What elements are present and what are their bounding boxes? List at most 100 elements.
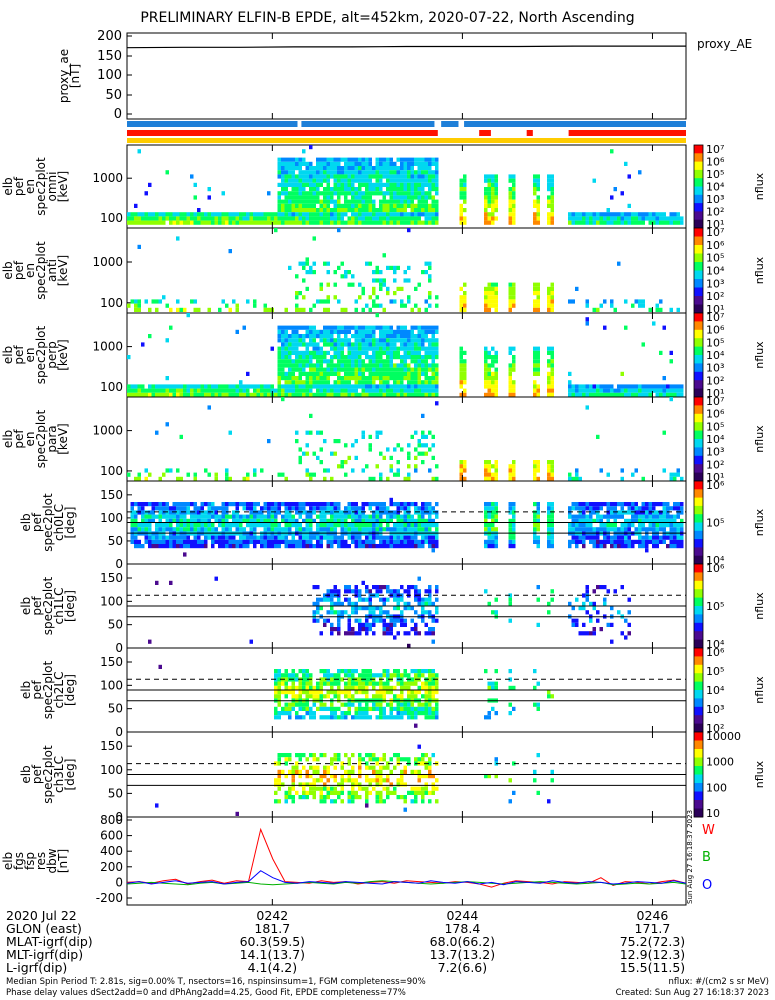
- heatmap-cell: [354, 388, 358, 393]
- heatmap-cell: [491, 472, 495, 477]
- heatmap-cell: [648, 510, 652, 515]
- heatmap-cell: [669, 384, 673, 389]
- heatmap-cell: [571, 299, 575, 304]
- heatmap-cell: [249, 392, 253, 397]
- heatmap-cell: [148, 212, 152, 217]
- heatmap-cell: [368, 669, 372, 674]
- heatmap-cell: [151, 502, 155, 507]
- heatmap-cell: [403, 681, 407, 686]
- heatmap-cell: [410, 715, 414, 720]
- heatmap-cell: [214, 476, 218, 481]
- heatmap-cell: [148, 544, 152, 549]
- heatmap-cell: [277, 673, 281, 678]
- heatmap-cell: [484, 502, 488, 507]
- heatmap-cell: [610, 392, 614, 397]
- heatmap-cell: [585, 597, 589, 602]
- heatmap-cell: [319, 392, 323, 397]
- heatmap-cell: [190, 523, 194, 528]
- heatmap-cell: [340, 170, 344, 175]
- heatmap-cell: [218, 212, 222, 217]
- heatmap-cell: [347, 363, 351, 368]
- heatmap-cell: [295, 539, 299, 544]
- heatmap-cell: [309, 174, 313, 179]
- heatmap-cell: [431, 681, 435, 686]
- heatmap-cell: [179, 384, 183, 389]
- heatmap-cell: [400, 303, 404, 308]
- heatmap-cell: [547, 195, 551, 200]
- heatmap-cell: [288, 539, 292, 544]
- heatmap-cell: [620, 527, 624, 532]
- heatmap-cell: [302, 187, 306, 192]
- heatmap-cell: [365, 191, 369, 196]
- heatmap-cell: [158, 476, 162, 481]
- heatmap-cell: [536, 199, 540, 204]
- heatmap-cell: [585, 388, 589, 393]
- heatmap-cell: [386, 182, 390, 187]
- heatmap-cell: [291, 161, 295, 166]
- heatmap-cell: [638, 527, 642, 532]
- heatmap-cell: [459, 178, 463, 183]
- heatmap-cell: [435, 673, 439, 678]
- heatmap-cell: [309, 514, 313, 519]
- heatmap-cell: [337, 161, 341, 166]
- heatmap-cell: [323, 174, 327, 179]
- heatmap-cell: [169, 510, 173, 515]
- heatmap-cell: [281, 782, 285, 787]
- heatmap-cell: [372, 342, 376, 347]
- heatmap-cell: [316, 157, 320, 162]
- heatmap-cell: [326, 506, 330, 511]
- heatmap-cell: [340, 510, 344, 515]
- heatmap-cell: [256, 216, 260, 221]
- heatmap-cell: [435, 338, 439, 343]
- heatmap-cell: [435, 212, 439, 217]
- heatmap-cell: [361, 627, 365, 632]
- heatmap-cell: [344, 702, 348, 707]
- heatmap-cell: [547, 523, 551, 528]
- heatmap-cell: [536, 367, 540, 372]
- heatmap-cell: [368, 622, 372, 627]
- heatmap-cell: [652, 216, 656, 221]
- heatmap-cell: [281, 329, 285, 334]
- heatmap-cell: [228, 392, 232, 397]
- heatmap-cell: [603, 299, 607, 304]
- heatmap-cell: [403, 216, 407, 221]
- heatmap-cell: [414, 380, 418, 385]
- heatmap-cell: [351, 514, 355, 519]
- heatmap-cell: [291, 782, 295, 787]
- heatmap-cell: [414, 371, 418, 376]
- heatmap-cell: [393, 706, 397, 711]
- heatmap-cell: [193, 476, 197, 481]
- heatmap-cell: [368, 261, 372, 266]
- heatmap-cell: [424, 334, 428, 339]
- heatmap-cell: [281, 753, 285, 758]
- heatmap-cell: [368, 329, 372, 334]
- heatmap-cell: [361, 622, 365, 627]
- heatmap-cell: [162, 392, 166, 397]
- heatmap-cell: [410, 208, 414, 213]
- heatmap-cell: [435, 295, 439, 300]
- heatmap-cell: [354, 518, 358, 523]
- heatmap-cell: [410, 166, 414, 171]
- heatmap-cell: [344, 384, 348, 389]
- heatmap-cell: [368, 447, 372, 452]
- heatmap-cell: [340, 544, 344, 549]
- heatmap-cell: [242, 535, 246, 540]
- heatmap-cell: [435, 166, 439, 171]
- heatmap-cell: [536, 187, 540, 192]
- heatmap-cell: [186, 392, 190, 397]
- heatmap-cell: [183, 388, 187, 393]
- heatmap-cell: [288, 350, 292, 355]
- heatmap-cell: [305, 539, 309, 544]
- heatmap-cell: [662, 388, 666, 393]
- heatmap-cell: [673, 523, 677, 528]
- heatmap-cell: [263, 392, 267, 397]
- heatmap-cell: [645, 384, 649, 389]
- heatmap-cell: [274, 535, 278, 540]
- heatmap-cell: [676, 220, 680, 225]
- heatmap-cell: [508, 384, 512, 389]
- heatmap-cell: [389, 376, 393, 381]
- heatmap-cell: [337, 325, 341, 330]
- heatmap-cell: [358, 170, 362, 175]
- heatmap-cell: [319, 286, 323, 291]
- heatmap-cell: [232, 216, 236, 221]
